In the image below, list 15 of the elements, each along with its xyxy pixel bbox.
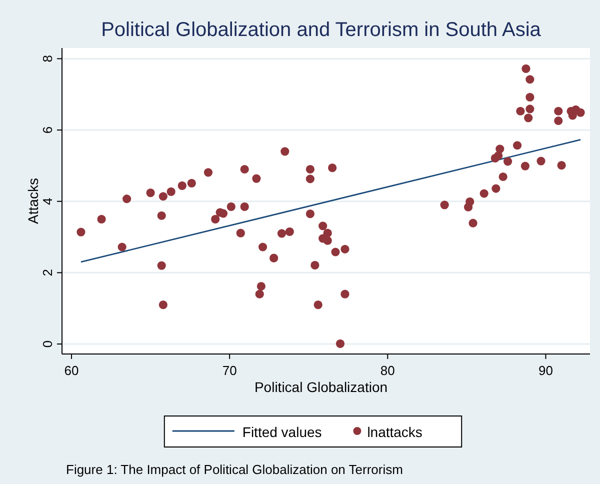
x-tick-label: 60 xyxy=(64,363,79,378)
y-tick-label: 2 xyxy=(40,269,55,276)
x-axis-title: Political Globalization xyxy=(254,379,388,395)
x-tick-label: 70 xyxy=(222,363,237,378)
legend-label: lnattacks xyxy=(367,424,422,440)
x-tick-label: 90 xyxy=(538,363,553,378)
legend-label: Fitted values xyxy=(242,424,322,440)
chart-title: Political Globalization and Terrorism in South Asia xyxy=(101,19,542,41)
y-tick-label: 8 xyxy=(40,55,55,62)
y-axis-title: Attacks xyxy=(25,178,41,224)
y-tick-label: 4 xyxy=(40,198,55,205)
caption: Figure 1: The Impact of Political Globalization on Terrorism xyxy=(66,462,403,477)
y-tick-label: 0 xyxy=(40,340,55,348)
y-tick-label: 6 xyxy=(40,126,55,134)
x-tick-label: 80 xyxy=(380,363,395,378)
